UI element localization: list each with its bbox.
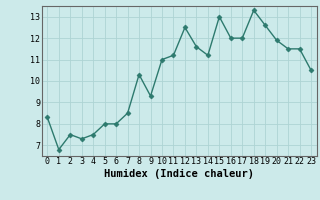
X-axis label: Humidex (Indice chaleur): Humidex (Indice chaleur)	[104, 169, 254, 179]
